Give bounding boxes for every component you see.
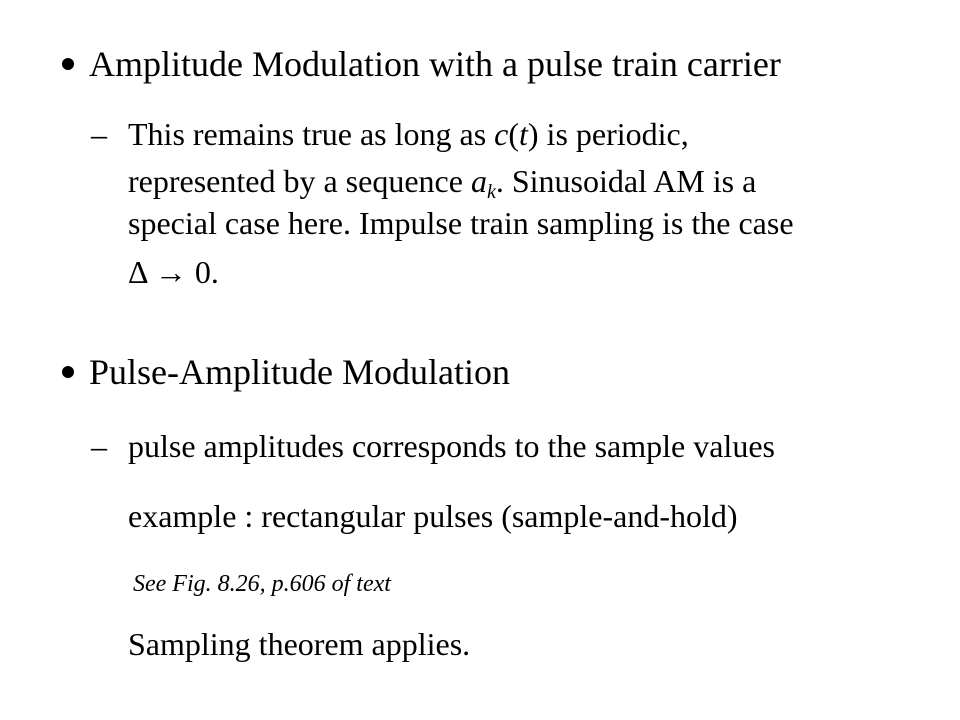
body-line-example: example : rectangular pulses (sample-and… [128, 498, 738, 534]
body-line-3: special case here. Impulse train samplin… [128, 205, 794, 241]
text-run: ) is periodic, [527, 116, 689, 152]
math-variable-t: t [519, 116, 528, 152]
math-variable-c: c [494, 116, 509, 152]
dash-marker: – [91, 116, 107, 152]
figure-reference-note: See Fig. 8.26, p.606 of text [133, 571, 391, 597]
bullet-dot [62, 58, 74, 70]
dash-marker: – [91, 428, 107, 464]
section-heading-pam: Pulse-Amplitude Modulation [89, 352, 510, 392]
math-variable-a: a [470, 163, 487, 199]
body-line-4: Δ → 0. [128, 254, 219, 290]
body-line-2: represented by a sequence ak. Sinusoidal… [128, 163, 757, 202]
body-line-1: This remains true as long as c(t) is per… [128, 116, 689, 152]
text-run: . Sinusoidal AM is a [495, 163, 757, 199]
text-run: ( [508, 116, 519, 152]
bullet-dot [62, 366, 74, 378]
body-line-pulse-amplitudes: pulse amplitudes corresponds to the samp… [128, 428, 775, 464]
text-run: represented by a sequence [128, 163, 471, 199]
section-heading-am-pulse-train: Amplitude Modulation with a pulse train … [89, 44, 781, 84]
math-subscript-k: k [486, 181, 496, 203]
body-line-sampling-theorem: Sampling theorem applies. [128, 626, 471, 662]
text-run: This remains true as long as [128, 116, 495, 152]
